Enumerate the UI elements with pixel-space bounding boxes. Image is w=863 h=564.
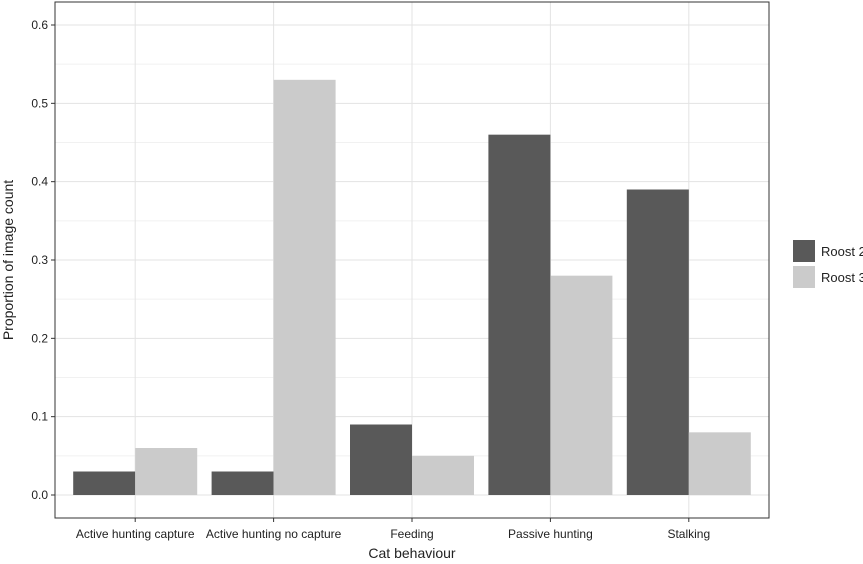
legend-swatch xyxy=(793,240,815,262)
y-axis-title: Proportion of image count xyxy=(0,180,16,340)
bar-roost-2 xyxy=(626,189,689,495)
bar-roost-3 xyxy=(273,79,336,495)
x-axis-title: Cat behaviour xyxy=(368,545,456,561)
bar-roost-3 xyxy=(688,432,751,495)
bar-roost-2 xyxy=(488,134,551,495)
x-tick-label: Active hunting no capture xyxy=(206,527,342,541)
bar-roost-3 xyxy=(550,275,613,495)
bar-roost-2 xyxy=(350,424,412,495)
y-tick-label: 0.6 xyxy=(31,18,48,32)
x-tick-label: Passive hunting xyxy=(508,527,593,541)
y-tick-label: 0.4 xyxy=(31,175,48,189)
x-tick-label: Stalking xyxy=(667,527,710,541)
y-tick-label: 0.0 xyxy=(31,488,48,502)
x-axis: Active hunting capture Active hunting no … xyxy=(76,518,710,541)
bar-roost-2 xyxy=(211,471,274,495)
legend-swatch xyxy=(793,266,815,288)
bar-roost-3 xyxy=(135,448,198,495)
bar-roost-2 xyxy=(73,471,136,495)
x-tick-label: Active hunting capture xyxy=(76,527,195,541)
y-tick-label: 0.1 xyxy=(31,410,48,424)
y-axis: 0.0 0.1 0.2 0.3 0.4 0.5 0.6 xyxy=(31,18,55,502)
y-tick-label: 0.2 xyxy=(31,331,48,345)
bars xyxy=(73,79,751,495)
legend-label: Roost 3 xyxy=(821,270,863,285)
bar-roost-3 xyxy=(412,455,474,495)
legend-label: Roost 2 xyxy=(821,244,863,259)
legend: Roost 2 Roost 3 xyxy=(793,240,863,288)
y-tick-label: 0.3 xyxy=(31,253,48,267)
y-tick-label: 0.5 xyxy=(31,96,48,110)
x-tick-label: Feeding xyxy=(390,527,433,541)
